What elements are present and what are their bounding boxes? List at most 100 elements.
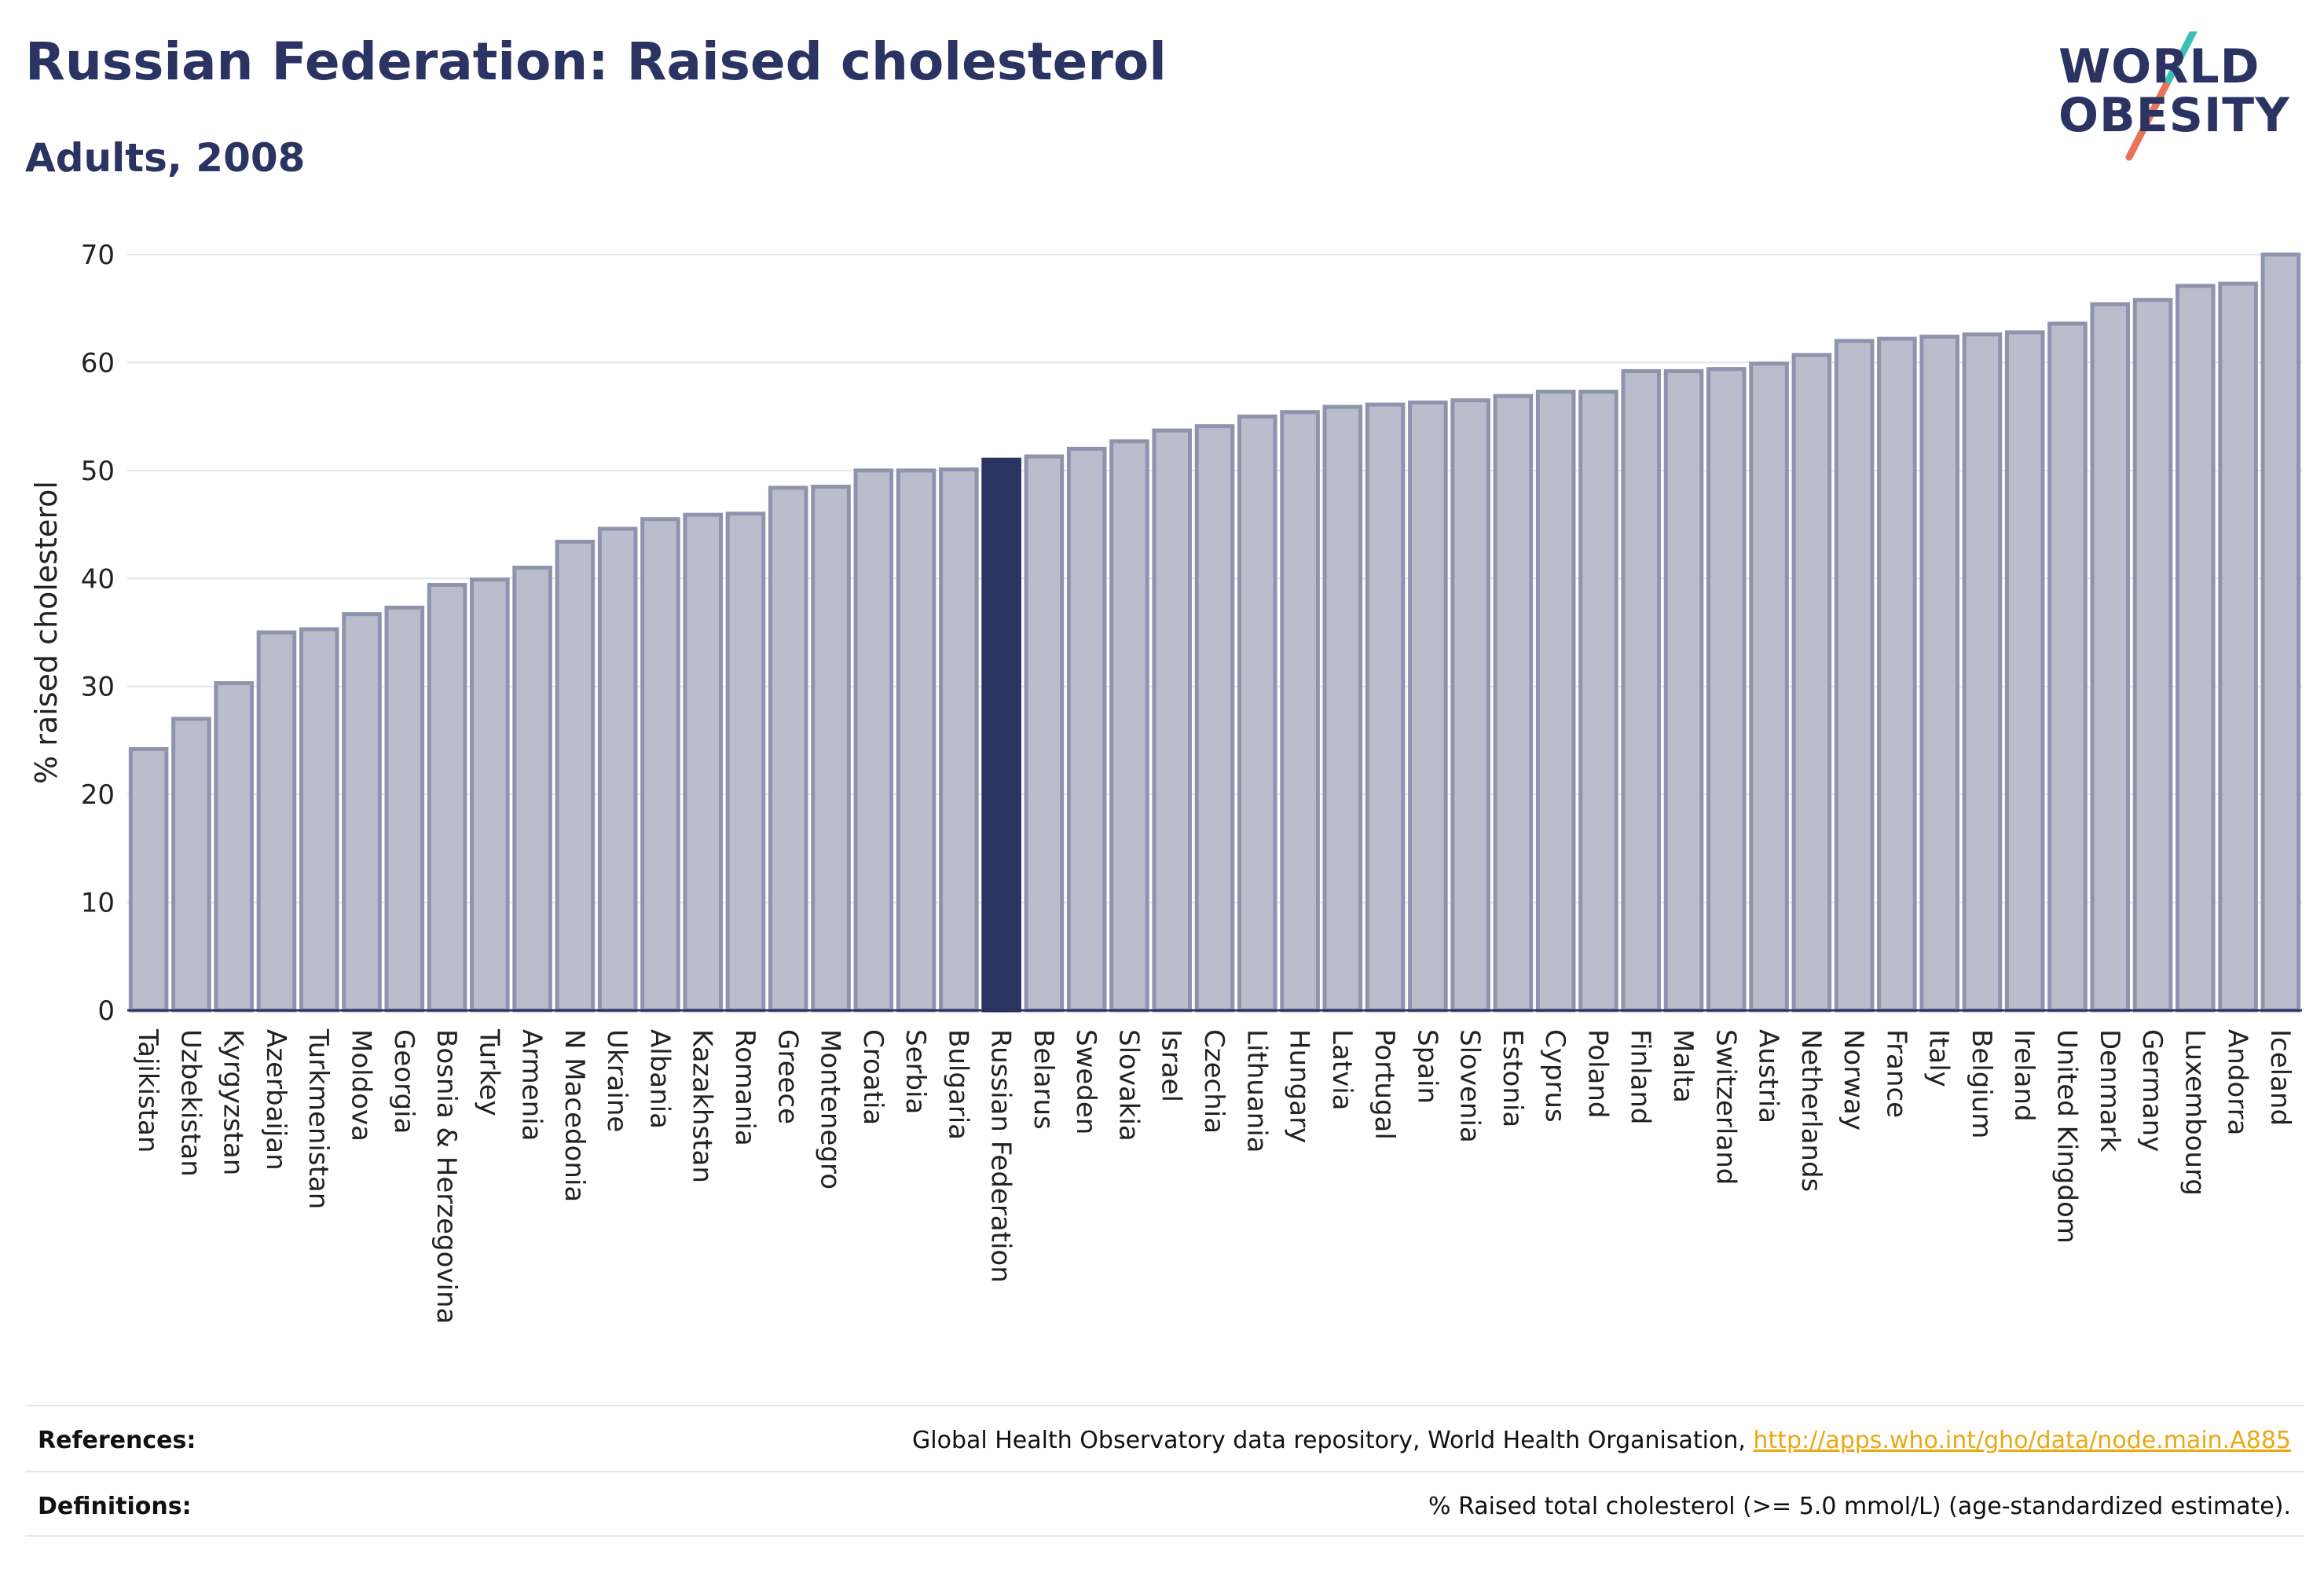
bar (2004, 330, 2045, 1013)
bar (1962, 332, 2003, 1013)
world-obesity-logo: WORLD OBESITY (2043, 31, 2302, 165)
bar (725, 511, 766, 1013)
x-tick-label: Cyprus (1539, 1029, 1571, 1123)
y-axis-label: % raised cholesterol (29, 481, 64, 784)
bar (470, 577, 510, 1013)
footer-divider (25, 1535, 2304, 1537)
x-tick-label: Iceland (2264, 1029, 2296, 1126)
x-tick-label: Belgium (1966, 1029, 1997, 1138)
bar (1834, 339, 1875, 1013)
bar (299, 627, 339, 1013)
x-tick-label: Hungary (1284, 1029, 1315, 1143)
y-tick-label: 40 (81, 563, 115, 595)
bar (939, 467, 979, 1013)
definitions-text: % Raised total cholesterol (>= 5.0 mmol/… (1428, 1493, 2291, 1520)
x-tick-label: Slovakia (1113, 1029, 1144, 1142)
bar (1365, 402, 1406, 1013)
x-tick-label: Poland (1582, 1029, 1613, 1119)
x-tick-label: Finland (1625, 1029, 1656, 1125)
x-tick-label: Kyrgyzstan (218, 1029, 249, 1175)
x-tick-label: Kazakhstan (687, 1029, 718, 1183)
x-tick-label: Italy (1923, 1029, 1955, 1087)
bar (1194, 424, 1235, 1013)
x-tick-label: Estonia (1497, 1029, 1528, 1127)
y-tick-label: 20 (81, 779, 115, 811)
x-tick-label: Lithuania (1241, 1029, 1272, 1153)
x-tick-label: Belarus (1028, 1029, 1059, 1130)
bar (2132, 298, 2173, 1013)
x-tick-label: Latvia (1326, 1029, 1358, 1111)
bar (555, 540, 596, 1013)
bar (1877, 336, 1917, 1013)
bar (1749, 361, 1789, 1013)
bar (1322, 405, 1363, 1013)
x-tick-label: Bosnia & Herzegovina (431, 1029, 462, 1324)
x-tick-label: Azerbaijan (260, 1029, 291, 1171)
bar (1408, 400, 1448, 1013)
x-tick-label: Andorra (2222, 1029, 2253, 1135)
bar (2218, 281, 2258, 1013)
x-tick-label: Czechia (1198, 1029, 1230, 1134)
bar (1578, 390, 1618, 1013)
x-tick-label: Ukraine (601, 1029, 632, 1132)
page-title: Russian Federation: Raised cholesterol (25, 31, 1167, 92)
bar (1066, 446, 1107, 1013)
bar (1535, 390, 1576, 1013)
x-tick-label: Russian Federation (985, 1029, 1017, 1283)
bar (1450, 398, 1490, 1013)
y-tick-label: 30 (81, 672, 115, 703)
x-tick-label: N Macedonia (559, 1029, 590, 1202)
x-tick-label: Tajikistan (132, 1028, 163, 1153)
y-tick-label: 0 (97, 995, 115, 1027)
x-tick-label: Switzerland (1710, 1029, 1741, 1185)
bar (1663, 368, 1704, 1013)
bar (171, 717, 211, 1013)
x-tick-label: Austria (1753, 1029, 1784, 1123)
x-tick-label: Croatia (857, 1029, 889, 1125)
bar (384, 605, 425, 1013)
x-tick-label: Greece (772, 1029, 803, 1124)
bar (811, 484, 851, 1013)
bar (1237, 414, 1277, 1013)
x-tick-label: Montenegro (815, 1029, 846, 1189)
x-tick-label: Malta (1667, 1029, 1699, 1103)
bar (427, 583, 467, 1013)
x-tick-label: Serbia (900, 1029, 931, 1114)
x-tick-label: Denmark (2094, 1029, 2125, 1153)
bar (512, 566, 552, 1013)
x-tick-label: Turkmenistan (302, 1028, 334, 1209)
references-text: Global Health Observatory data repositor… (912, 1427, 2291, 1454)
bar (1621, 368, 1662, 1013)
x-tick-label: Netherlands (1795, 1029, 1827, 1192)
x-tick-label: Georgia (388, 1029, 420, 1134)
references-label: References: (38, 1427, 196, 1454)
x-tick-label: Slovenia (1454, 1029, 1486, 1143)
logo-slash-icon (2125, 31, 2198, 161)
logo-line-2: OBESITY (2058, 88, 2290, 143)
bar (128, 746, 169, 1013)
y-tick-label: 70 (81, 240, 115, 271)
bar (1493, 394, 1534, 1013)
bar (2260, 252, 2301, 1013)
bar-chart: 0 10 20 30 40 50 60 70 % raised cholesterol Tajik… (29, 240, 2302, 1324)
x-tick-label: Norway (1838, 1029, 1869, 1131)
x-tick-label: France (1880, 1029, 1912, 1118)
bar (256, 630, 297, 1013)
x-tick-label: Bulgaria (942, 1029, 973, 1140)
references-link[interactable]: http://apps.who.int/gho/data/node.main.A… (1753, 1427, 2291, 1454)
bar (1109, 439, 1149, 1013)
bar (768, 486, 808, 1013)
bar (2090, 302, 2131, 1013)
bar (640, 517, 680, 1013)
x-tick-label: Armenia (516, 1029, 548, 1142)
definitions-label: Definitions: (38, 1493, 192, 1520)
x-tick-label: Portugal (1369, 1029, 1400, 1140)
x-tick-label: Luxembourg (2179, 1029, 2210, 1196)
y-tick-label: 60 (81, 347, 115, 379)
y-tick-label: 50 (81, 456, 115, 487)
bar (1024, 454, 1065, 1013)
references-source: Global Health Observatory data repositor… (912, 1427, 1754, 1454)
bar (597, 526, 638, 1013)
x-tick-label: Ireland (2008, 1029, 2040, 1122)
x-tick-label: Uzbekistan (174, 1029, 206, 1177)
